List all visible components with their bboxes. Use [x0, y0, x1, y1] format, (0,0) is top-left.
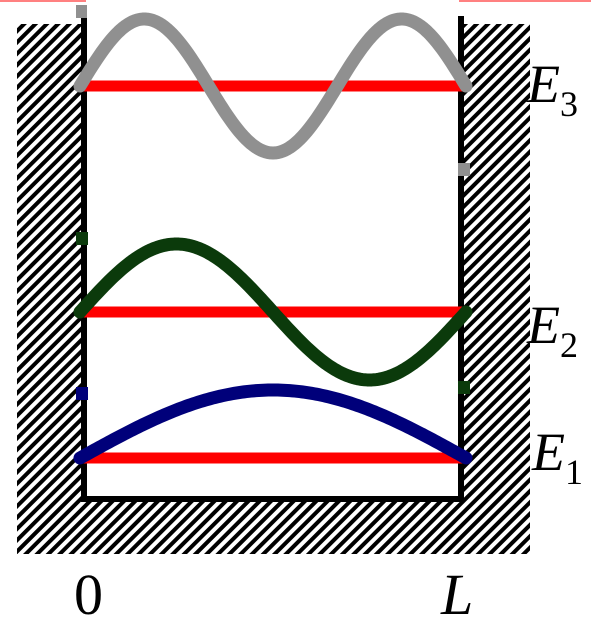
- right-wall-hatch: [462, 24, 530, 554]
- marker-e3-left: [76, 5, 87, 18]
- axis-label-zero: 0: [74, 562, 103, 621]
- axis-label-length: L: [440, 562, 473, 621]
- marker-e3-right: [458, 163, 470, 176]
- wave-function-e2: [73, 237, 473, 387]
- bottom-wall-hatch: [17, 500, 530, 554]
- wave-functions: [73, 12, 473, 465]
- wave-function-e1: [73, 383, 473, 465]
- wave-function-e3: [73, 12, 473, 160]
- marker-e1-left: [76, 387, 88, 400]
- amplitude-markers: [76, 5, 470, 400]
- energy-labels: E3 E2 E1: [526, 54, 583, 492]
- well-boundary: [81, 16, 464, 502]
- label-e2: E2: [526, 295, 578, 365]
- label-e1: E1: [531, 422, 583, 492]
- marker-e2-left: [76, 232, 88, 245]
- marker-e2-right: [458, 381, 470, 394]
- label-e3: E3: [526, 54, 578, 124]
- left-wall-hatch: [17, 24, 83, 554]
